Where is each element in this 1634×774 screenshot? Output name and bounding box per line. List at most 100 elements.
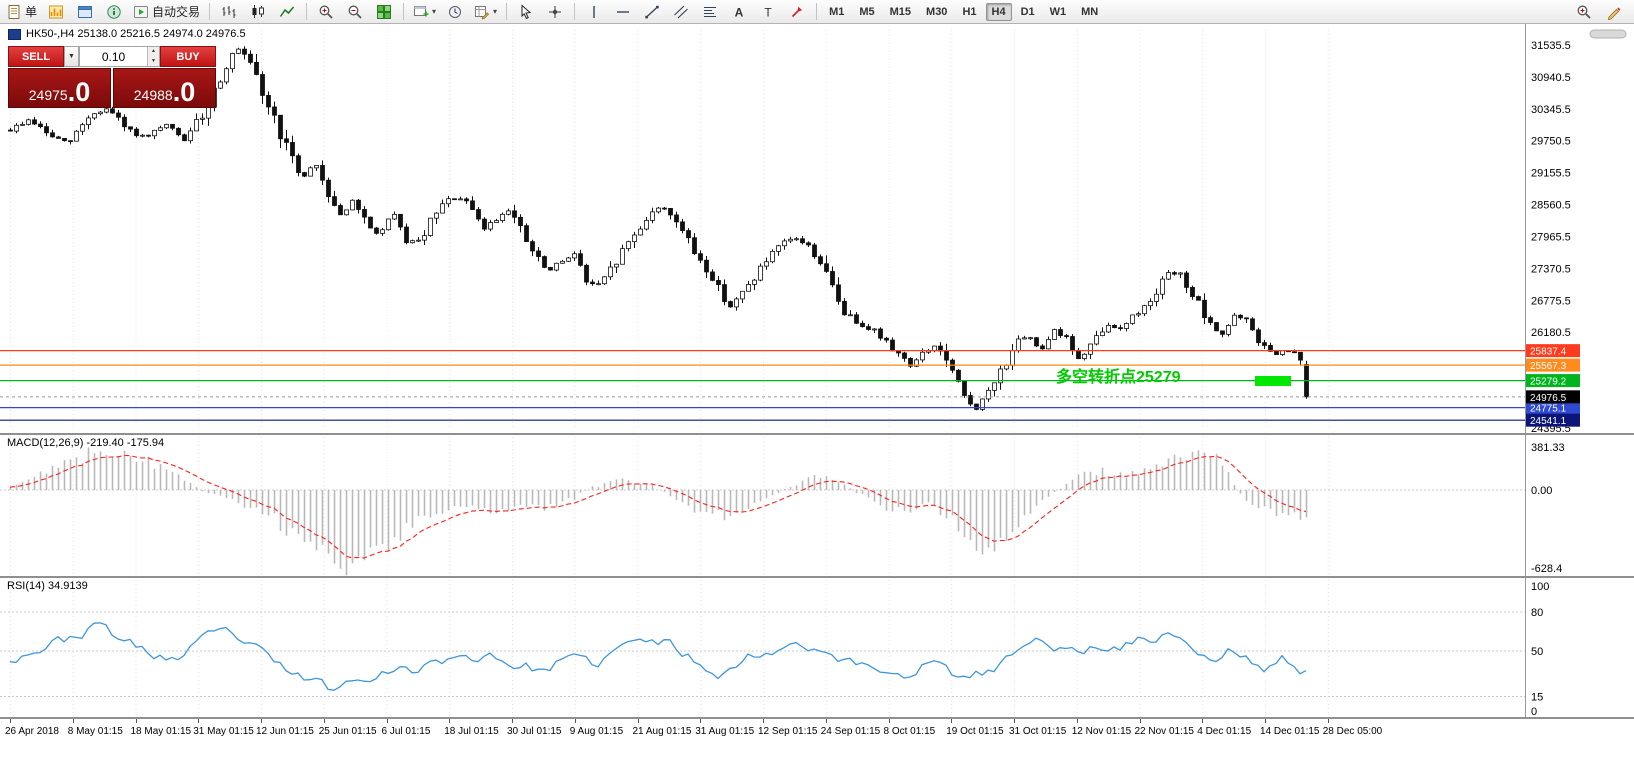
rsi-axis-label: 15 [1531, 692, 1543, 704]
price-badge [1526, 374, 1580, 388]
templates-icon [474, 4, 490, 20]
templates-button[interactable]: ▾ [470, 1, 501, 23]
arrows-button[interactable] [783, 1, 811, 23]
svg-text:T: T [764, 5, 772, 19]
timeframe-h4[interactable]: H4 [985, 2, 1012, 21]
volume-input-wrap: ▲ ▼ [79, 46, 160, 67]
time-label: 21 Aug 01:15 [632, 726, 692, 737]
price-badge [1526, 358, 1580, 372]
timeframe-m30[interactable]: M30 [926, 5, 948, 18]
annotation-text[interactable]: 多空转折点25279 [1056, 367, 1181, 386]
horizontal-level-lines[interactable] [0, 350, 1525, 421]
channel-icon [673, 4, 689, 20]
time-label: 14 Dec 01:15 [1260, 726, 1320, 737]
panel-splitter[interactable] [0, 717, 1634, 719]
bar-chart-button[interactable] [215, 1, 243, 23]
timeframe-h1[interactable]: H1 [962, 5, 977, 18]
fibonacci-button[interactable] [696, 1, 724, 23]
macd-axis-label: 381.33 [1531, 442, 1565, 454]
svg-text:31535.5: 31535.5 [1531, 40, 1571, 52]
rsi-canvas[interactable]: 100 80 50 15 0 [0, 578, 1634, 717]
cycle-chart-button[interactable] [441, 1, 469, 23]
buy-price[interactable]: 24988 .0 [113, 68, 216, 108]
rsi-axis-label: 100 [1531, 581, 1549, 593]
macd-histogram [9, 447, 1308, 576]
vertical-line-button[interactable] [580, 1, 608, 23]
tile-windows-button[interactable] [370, 1, 398, 23]
rsi-header: RSI(14) 34.9139 [7, 580, 88, 592]
time-tick [261, 719, 262, 723]
panel-splitter[interactable] [0, 576, 1634, 578]
time-tick [951, 719, 953, 723]
new-chart-icon [413, 4, 429, 20]
caret-down-icon: ▾ [493, 6, 498, 16]
autotrade-button[interactable]: 自动交易 [129, 1, 204, 23]
volume-down-button[interactable]: ▼ [147, 56, 159, 66]
price-chart-canvas[interactable]: 多空转折点25279 31535.5 30940.5 30345.5 29750.5 29… [0, 24, 1634, 433]
navigator-button[interactable] [100, 1, 128, 23]
time-label: 6 Jul 01:15 [381, 726, 431, 737]
trendline-button[interactable] [638, 1, 666, 23]
volume-input[interactable] [80, 47, 147, 66]
time-label: 4 Dec 01:15 [1197, 726, 1252, 737]
volume-dropdown-button[interactable]: ▼ [64, 46, 79, 67]
highlight-rectangle[interactable] [1255, 376, 1291, 386]
market-watch-button[interactable] [42, 1, 70, 23]
zoom-plus-button[interactable] [1570, 1, 1598, 23]
autotrade-button-label: 自动交易 [152, 5, 201, 19]
time-label: 8 Oct 01:15 [883, 726, 936, 737]
cursor-button[interactable] [512, 1, 540, 23]
text-button[interactable]: A [725, 1, 753, 23]
rsi-axis-label: 0 [1531, 706, 1537, 717]
panel-splitter[interactable] [0, 433, 1634, 435]
candle-chart-button[interactable] [244, 1, 272, 23]
chart-window-icon [8, 28, 21, 40]
time-tick [135, 719, 137, 723]
data-window-button[interactable] [71, 1, 99, 23]
time-label: 12 Nov 01:15 [1071, 726, 1132, 737]
new-chart-button[interactable]: ▾ [409, 1, 440, 23]
svg-text:26775.5: 26775.5 [1531, 295, 1571, 307]
time-label: 19 Oct 01:15 [946, 726, 1004, 737]
chart-title-row: HK50-,H4 25138.0 25216.5 24974.0 24976.5 [8, 28, 246, 40]
toolbar-separator [403, 3, 405, 20]
sell-button[interactable]: SELL [8, 46, 64, 67]
buy-price-big: .0 [172, 77, 196, 108]
timeframe-m15[interactable]: M15 [889, 5, 912, 18]
macd-axis-label: 0.00 [1531, 485, 1552, 497]
svg-text:25567.3: 25567.3 [1530, 361, 1567, 372]
line-chart-button[interactable] [273, 1, 301, 23]
text-label-button[interactable]: T [754, 1, 782, 23]
channel-button[interactable] [667, 1, 695, 23]
buy-button[interactable]: BUY [160, 46, 216, 67]
horizontal-line-button[interactable] [609, 1, 637, 23]
time-label: 25 Jun 01:15 [318, 726, 377, 737]
toolbar-separator [574, 3, 576, 20]
svg-text:26180.5: 26180.5 [1531, 327, 1571, 339]
zoom-plus-icon [1576, 4, 1592, 20]
arrows-icon [789, 4, 805, 20]
zoom-out-icon [347, 4, 363, 20]
timeframe-d1[interactable]: D1 [1020, 5, 1035, 18]
vertical-gridlines [10, 30, 1329, 429]
timeframe-w1[interactable]: W1 [1049, 5, 1067, 18]
time-tick [1265, 719, 1266, 723]
sell-price[interactable]: 24975 .0 [8, 68, 111, 108]
doc-icon [6, 4, 22, 20]
pencil-button[interactable] [1600, 1, 1628, 23]
macd-canvas[interactable]: 381.33 0.00 -628.4 [0, 435, 1634, 576]
volume-spinner: ▲ ▼ [146, 47, 159, 66]
time-tick [1202, 719, 1204, 723]
zoom-out-button[interactable] [341, 1, 369, 23]
toolbar-separator [506, 3, 508, 20]
chart-scrollbar[interactable] [1589, 29, 1627, 39]
zoom-in-button[interactable] [312, 1, 340, 23]
new-order-button[interactable]: 单 [2, 1, 41, 23]
time-label: 28 Dec 05:00 [1322, 726, 1383, 737]
volume-up-button[interactable]: ▲ [147, 47, 159, 57]
timeframe-m5[interactable]: M5 [859, 5, 875, 18]
svg-text:27965.5: 27965.5 [1531, 231, 1571, 243]
crosshair-button[interactable] [541, 1, 569, 23]
timeframe-m1[interactable]: M1 [829, 5, 845, 18]
timeframe-mn[interactable]: MN [1081, 5, 1099, 18]
